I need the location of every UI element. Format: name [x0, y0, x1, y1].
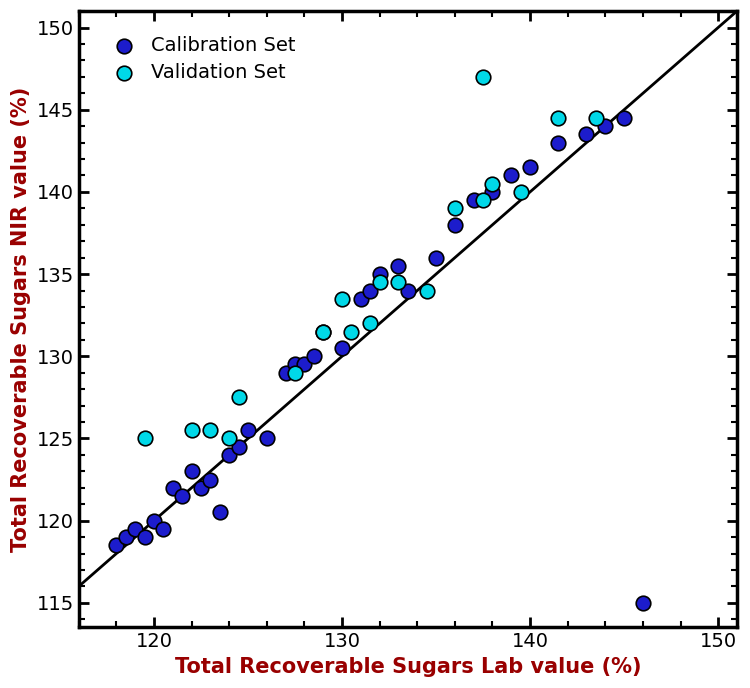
Validation Set	[514, 186, 526, 197]
Validation Set	[421, 285, 433, 296]
Calibration Set	[224, 449, 236, 460]
Calibration Set	[166, 482, 178, 493]
Calibration Set	[336, 343, 348, 354]
Calibration Set	[430, 252, 442, 263]
Y-axis label: Total Recoverable Sugars NIR value (%): Total Recoverable Sugars NIR value (%)	[11, 87, 31, 552]
Calibration Set	[392, 260, 404, 271]
Validation Set	[289, 367, 301, 378]
Calibration Set	[487, 186, 499, 197]
Calibration Set	[205, 474, 217, 485]
Calibration Set	[232, 441, 244, 452]
Calibration Set	[618, 112, 630, 123]
Calibration Set	[506, 170, 518, 181]
Calibration Set	[317, 326, 329, 337]
Calibration Set	[129, 524, 141, 535]
Calibration Set	[139, 532, 151, 543]
Calibration Set	[158, 524, 170, 535]
Validation Set	[392, 277, 404, 288]
Calibration Set	[308, 351, 320, 362]
Calibration Set	[402, 285, 414, 296]
Legend: Calibration Set, Validation Set: Calibration Set, Validation Set	[88, 21, 310, 98]
Calibration Set	[110, 540, 122, 551]
Validation Set	[139, 433, 151, 444]
Calibration Set	[524, 162, 536, 173]
Calibration Set	[298, 359, 310, 370]
X-axis label: Total Recoverable Sugars Lab value (%): Total Recoverable Sugars Lab value (%)	[175, 657, 641, 677]
Calibration Set	[214, 507, 226, 518]
Validation Set	[336, 293, 348, 304]
Validation Set	[477, 195, 489, 206]
Validation Set	[317, 326, 329, 337]
Validation Set	[448, 203, 460, 214]
Calibration Set	[448, 219, 460, 230]
Validation Set	[185, 424, 197, 436]
Calibration Set	[185, 466, 197, 477]
Calibration Set	[580, 129, 592, 140]
Calibration Set	[468, 195, 480, 206]
Validation Set	[232, 392, 244, 403]
Validation Set	[224, 433, 236, 444]
Validation Set	[205, 424, 217, 436]
Calibration Set	[242, 424, 254, 436]
Calibration Set	[599, 120, 611, 131]
Calibration Set	[280, 367, 292, 378]
Validation Set	[346, 326, 358, 337]
Calibration Set	[637, 597, 649, 608]
Validation Set	[552, 112, 564, 123]
Calibration Set	[355, 293, 367, 304]
Calibration Set	[261, 433, 273, 444]
Calibration Set	[195, 482, 207, 493]
Validation Set	[374, 277, 386, 288]
Validation Set	[487, 178, 499, 189]
Calibration Set	[148, 515, 160, 526]
Validation Set	[364, 318, 376, 329]
Validation Set	[477, 72, 489, 83]
Calibration Set	[289, 359, 301, 370]
Calibration Set	[374, 268, 386, 279]
Calibration Set	[176, 491, 188, 502]
Calibration Set	[552, 137, 564, 148]
Validation Set	[590, 112, 602, 123]
Calibration Set	[120, 532, 132, 543]
Calibration Set	[364, 285, 376, 296]
